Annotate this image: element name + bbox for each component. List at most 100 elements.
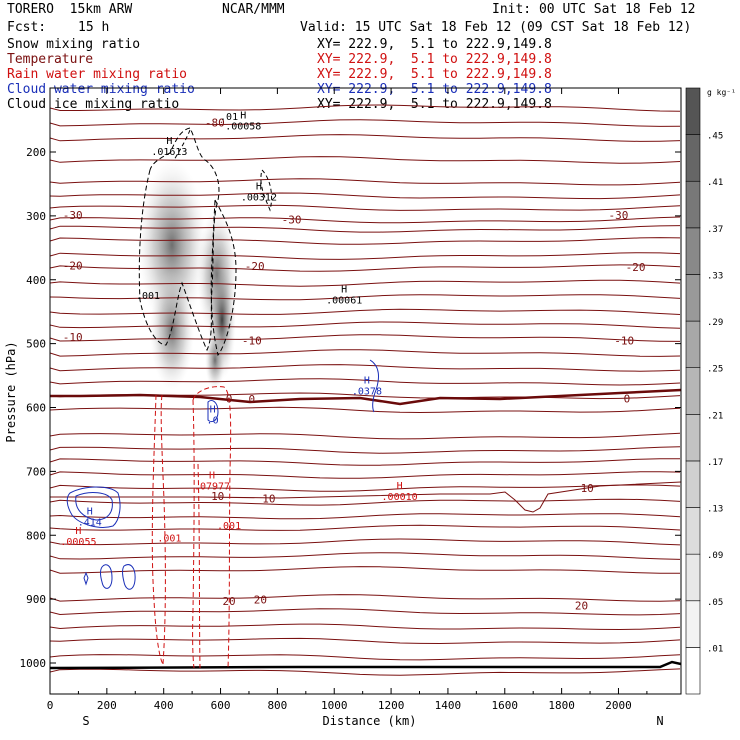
south-label: S (82, 714, 89, 728)
north-label: N (656, 714, 663, 728)
isotherm-line (50, 237, 681, 245)
x-tick-label: 600 (211, 699, 231, 712)
x-tick-label: 400 (154, 699, 174, 712)
extremum-marker: H (210, 404, 216, 415)
isotherm-line (50, 637, 681, 645)
valid-time: Valid: 15 UTC Sat 18 Feb 12 (09 CST Sat … (300, 20, 692, 35)
isotherm-line (50, 594, 681, 602)
ground-line (50, 660, 681, 670)
isotherm-line (50, 538, 681, 546)
extremum-marker: H (364, 376, 370, 387)
colorbar-tick-label: .09 (707, 551, 723, 561)
freezing-level-line (50, 388, 681, 406)
field-name-cloud-ice: Cloud ice mixing ratio (7, 97, 180, 112)
extremum-value: .00058 (225, 122, 261, 133)
colorbar-swatch (685, 647, 701, 695)
isotherm-line (50, 156, 681, 164)
extremum-marker: H (75, 526, 81, 537)
colorbar: .01 .05 .09 .13 .17 .21 .25 .29 .33 .37 .41 .45 g kg… (685, 87, 736, 695)
isotherm-line (50, 349, 681, 357)
extremum-value: .07977 (194, 481, 230, 492)
temperature-label: 20 (575, 599, 588, 612)
isotherm-line (50, 321, 681, 329)
colorbar-tick-label: .21 (707, 411, 723, 421)
isotherm-line (50, 204, 681, 211)
isotherm-line (50, 378, 681, 386)
y-tick-label: 500 (26, 338, 46, 351)
y-tick-label: 700 (26, 465, 46, 478)
isotherm-line (50, 484, 681, 492)
forecast-value: 15 h (78, 20, 110, 35)
extremum-value: .00061 (326, 295, 362, 306)
extremum-value: .414 (78, 518, 102, 529)
temperature-label: -80 (205, 116, 225, 129)
colorbar-swatch (685, 180, 701, 229)
colorbar-tick-label: .45 (707, 132, 723, 142)
axes: 0 200 400 600 800 1000 1200 1400 1600 1800 2000200… (4, 87, 682, 728)
isotherm-line (50, 264, 681, 272)
isotherm-line (50, 498, 681, 506)
colorbar-tick-label: .33 (707, 271, 723, 281)
isotherm-line (50, 104, 681, 112)
x-tick-label: 1800 (548, 699, 575, 712)
field-xy-cloud-ice: XY= 222.9, 5.1 to 222.9,149.8 (317, 97, 552, 112)
isotherm-line (50, 279, 681, 287)
field-name-rain: Rain water mixing ratio (7, 67, 188, 82)
isotherm-line (50, 294, 681, 301)
temperature-label: -10 (242, 334, 262, 347)
field-xy-rain: XY= 222.9, 5.1 to 222.9,149.8 (317, 67, 552, 82)
x-axis-title: Distance (km) (323, 714, 417, 728)
x-tick-label: 1200 (378, 699, 405, 712)
colorbar-swatch (685, 414, 701, 462)
org-label: NCAR/MMM (222, 2, 285, 17)
snow-shading (138, 160, 237, 390)
temperature-label: -30 (282, 214, 302, 227)
y-axis-title: Pressure (hPa) (4, 341, 18, 442)
temperature-label: 0 (248, 393, 255, 406)
isotherm-line (50, 216, 681, 224)
field-name-cloud-water: Cloud water mixing ratio (7, 82, 195, 97)
isotherm-line (50, 308, 681, 315)
isotherm-line (50, 458, 680, 466)
extremum-marker: H (87, 507, 93, 518)
plot-frame (49, 87, 682, 695)
extremum-marker: H (256, 182, 262, 193)
extremum-value: .0378 (352, 387, 382, 398)
isotherm-line (50, 432, 681, 440)
temperature-label: 10 (262, 493, 275, 506)
colorbar-swatch (685, 460, 701, 508)
moisture-contours (66, 127, 379, 669)
extremum-marker: H (166, 136, 172, 147)
temperature-label: 0 (624, 392, 631, 405)
colorbar-swatch (685, 134, 701, 182)
colorbar-tick-label: .29 (707, 318, 723, 328)
isotherm-line (50, 513, 681, 520)
colorbar-tick-label: .37 (707, 225, 723, 235)
x-tick-label: 2000 (605, 699, 632, 712)
field-xy-cloud-water: XY= 222.9, 5.1 to 222.9,149.8 (317, 82, 552, 97)
extremum-value: .00055 (60, 537, 96, 548)
temperature-label: 10 (581, 482, 594, 495)
temperature-label: 10 (211, 490, 224, 503)
field-name-temperature: Temperature (7, 52, 94, 67)
isotherm-10-line (50, 481, 681, 513)
field-name-snow: Snow mixing ratio (7, 37, 141, 52)
isotherm-line (50, 119, 681, 127)
isotherm-line (50, 566, 680, 574)
isotherm-line (50, 134, 681, 142)
x-tick-label: 800 (267, 699, 287, 712)
isotherm-line (50, 471, 681, 479)
temperature-label: -20 (626, 261, 646, 274)
colorbar-swatch (685, 553, 701, 602)
model-title: TORERO 15km ARW (7, 2, 133, 17)
temperature-label: 0 (226, 392, 233, 405)
colorbar-swatch (685, 367, 701, 415)
extremum-value: .001 (136, 291, 160, 302)
temperature-contours (50, 104, 681, 676)
temperature-label: -20 (63, 260, 83, 273)
y-tick-label: 200 (26, 146, 46, 159)
x-tick-label: 0 (47, 699, 54, 712)
extremum-value: .0 (207, 415, 219, 426)
